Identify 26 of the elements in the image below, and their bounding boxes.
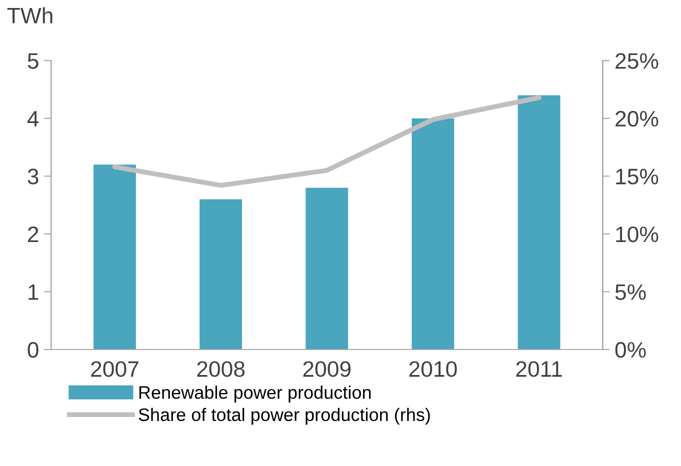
x-tick-label: 2010 <box>409 361 457 377</box>
x-tick-label: 2009 <box>303 361 351 377</box>
bar <box>518 95 560 350</box>
y2-tick-label: 10% <box>616 226 658 242</box>
y-tick-label: 0 <box>28 342 38 358</box>
y-tick-label: 1 <box>28 284 38 300</box>
y-tick-label: 3 <box>28 168 38 184</box>
line-series <box>112 95 542 188</box>
y-axis-title: TWh <box>7 7 52 24</box>
y-tick-label: 2 <box>28 226 38 242</box>
bar <box>306 188 348 350</box>
bar <box>94 164 136 350</box>
x-tick-label: 2007 <box>91 361 138 377</box>
legend-label: Renewable power production <box>139 386 371 402</box>
legend-label: Share of total power production (rhs) <box>138 408 430 425</box>
bar <box>200 199 242 350</box>
y2-tick-label: 15% <box>616 168 658 184</box>
y2-tick-label: 20% <box>616 110 658 127</box>
y-tick-label: 5 <box>28 53 38 69</box>
y-tick-label: 4 <box>27 111 39 126</box>
y2-tick-label: 25% <box>616 53 658 69</box>
bar <box>412 118 454 350</box>
x-tick-label: 2011 <box>516 361 562 377</box>
x-tick-label: 2008 <box>197 361 245 377</box>
y2-tick-label: 0% <box>615 342 646 358</box>
y2-tick-label: 5% <box>615 284 646 300</box>
